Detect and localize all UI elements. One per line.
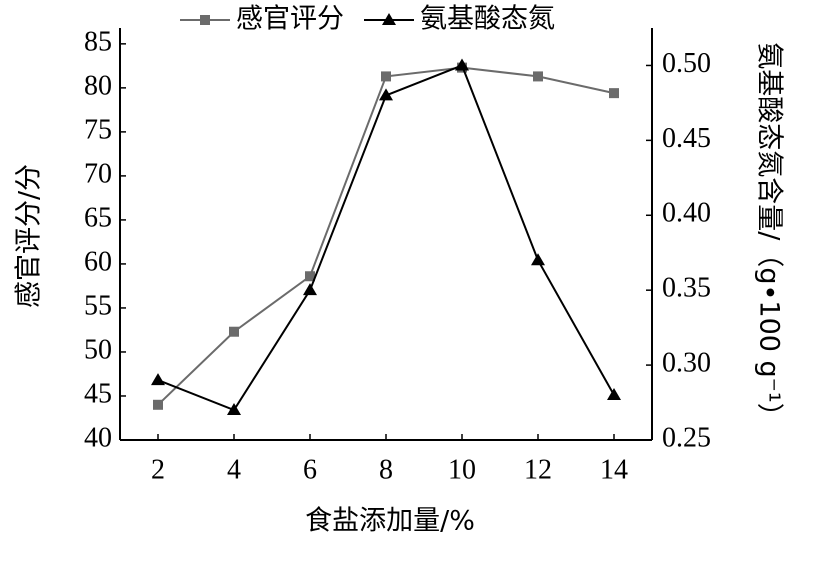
y2-tick-label: 0.45 xyxy=(662,123,711,154)
y-tick-label: 65 xyxy=(84,202,112,233)
square-marker xyxy=(381,71,391,82)
y-tick-label: 85 xyxy=(84,26,112,57)
x-tick-label: 10 xyxy=(448,454,476,485)
y-tick-label: 60 xyxy=(84,246,112,277)
triangle-marker xyxy=(379,88,393,101)
y2-tick-label: 0.25 xyxy=(662,422,711,453)
y-tick-label: 75 xyxy=(84,114,112,145)
triangle-marker xyxy=(455,58,469,71)
y-tick-label: 50 xyxy=(84,334,112,365)
y-tick-label: 80 xyxy=(84,70,112,101)
y2-axis-label: 氨基酸态氮含量/（g•100 g⁻¹） xyxy=(754,42,785,430)
series-line xyxy=(157,64,615,412)
triangle-marker xyxy=(151,373,165,386)
square-marker xyxy=(229,326,239,337)
square-marker xyxy=(533,71,543,82)
triangle-marker xyxy=(607,388,621,401)
x-tick-label: 4 xyxy=(227,454,241,485)
y-tick-label: 45 xyxy=(84,378,112,409)
triangle-marker xyxy=(303,283,317,296)
square-marker xyxy=(305,271,315,282)
x-tick-label: 2 xyxy=(151,454,165,485)
y-tick-label: 70 xyxy=(84,158,112,189)
x-axis-label: 食盐添加量/% xyxy=(305,506,475,537)
triangle-marker xyxy=(531,253,545,266)
series-line xyxy=(157,66,615,406)
triangle-marker xyxy=(382,13,396,25)
legend-label: 感官评分 xyxy=(236,4,344,35)
y-tick-label: 55 xyxy=(84,290,112,321)
y-axis-label: 感官评分/分 xyxy=(14,164,45,308)
y-tick-label: 40 xyxy=(84,422,112,453)
x-tick-label: 8 xyxy=(379,454,393,485)
y2-tick-label: 0.50 xyxy=(662,48,711,79)
x-tick-label: 12 xyxy=(524,454,552,485)
square-marker xyxy=(609,88,619,99)
square-marker xyxy=(153,399,163,410)
y2-tick-label: 0.35 xyxy=(662,273,711,304)
y2-tick-label: 0.30 xyxy=(662,348,711,379)
triangle-marker xyxy=(227,403,241,416)
x-tick-label: 14 xyxy=(600,454,628,485)
square-marker xyxy=(200,15,210,25)
x-tick-label: 6 xyxy=(303,454,317,485)
y2-tick-label: 0.40 xyxy=(662,198,711,229)
legend-label: 氨基酸态氮 xyxy=(420,4,555,35)
